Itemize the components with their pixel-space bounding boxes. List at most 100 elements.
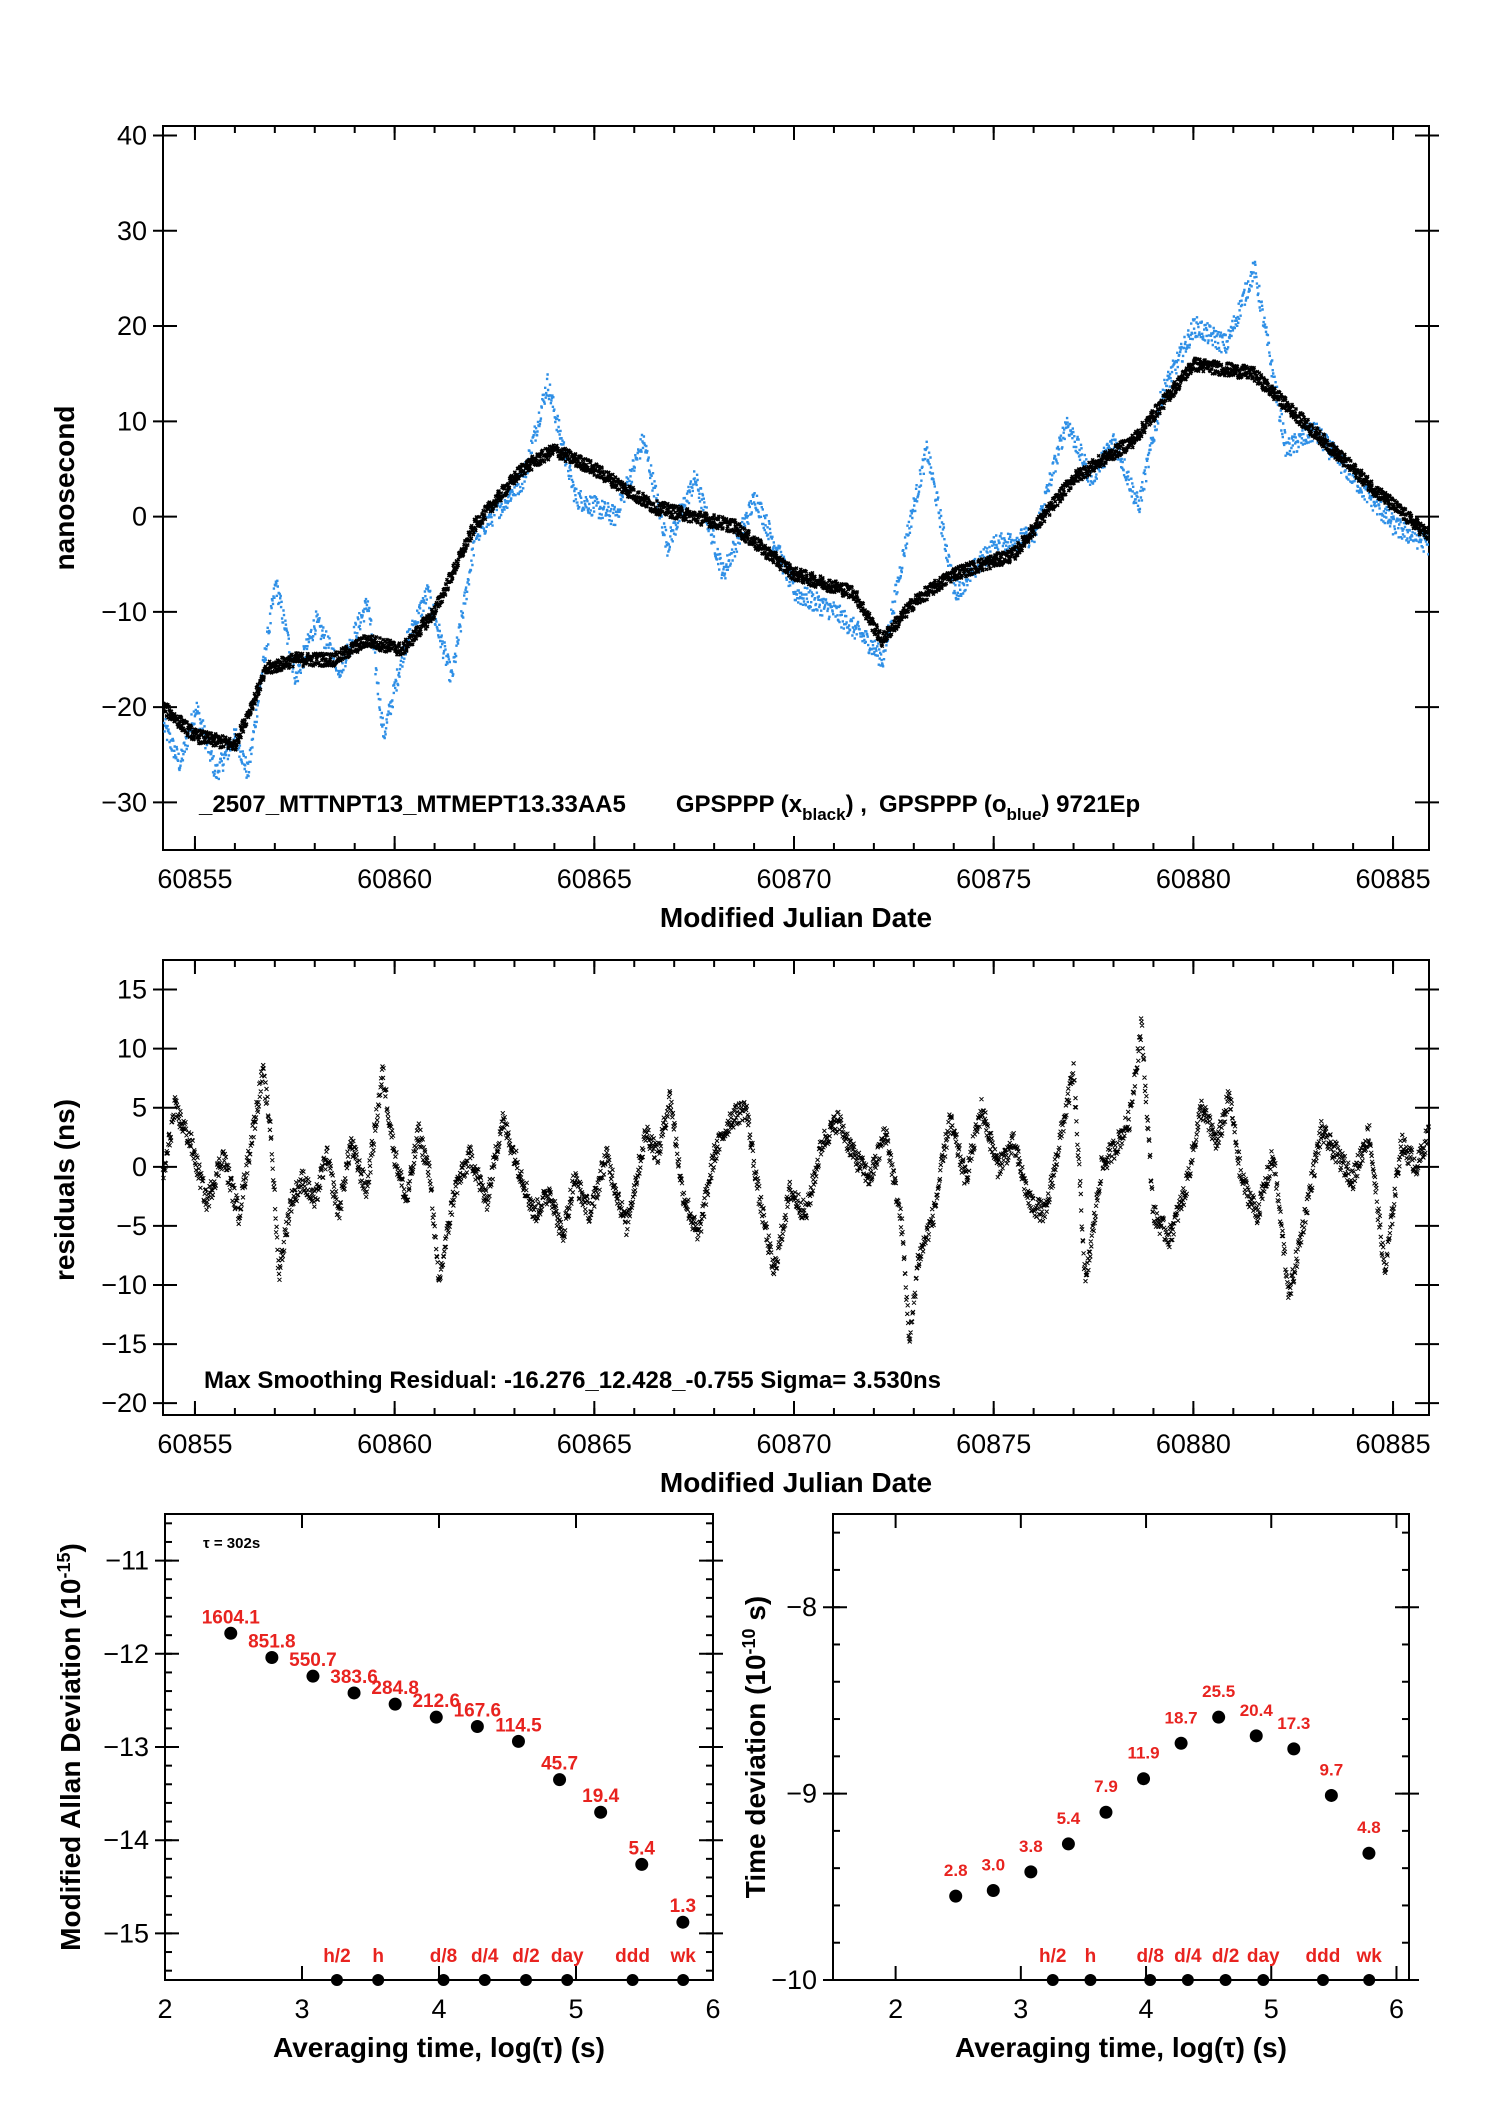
deviation-point-label: 550.7 xyxy=(289,1650,337,1671)
deviation-point-label: 3.0 xyxy=(981,1856,1005,1875)
time-marker-label: day xyxy=(1247,1946,1280,1967)
deviation-point xyxy=(949,1889,963,1903)
x-tick-label: 6 xyxy=(705,1994,720,2024)
deviation-point xyxy=(511,1734,525,1748)
deviation-point-label: 17.3 xyxy=(1277,1714,1310,1733)
black-series xyxy=(163,356,1429,752)
y-tick-label: −10 xyxy=(101,1270,147,1300)
time-series-panel: 60855 60860 60865 60870 60875 60880 60885 −30 −2… xyxy=(49,121,1439,933)
y-tick-label: 10 xyxy=(117,406,147,436)
time-marker-label: d/4 xyxy=(1174,1946,1202,1967)
tdev-ylabel-tail: s) xyxy=(740,1596,771,1629)
deviation-point xyxy=(635,1857,649,1871)
time-series-annotation: _2507_MTTNPT13_MTMEPT13.33AA5 GPSPPP (xbl… xyxy=(198,791,1140,824)
deviation-point xyxy=(1287,1742,1301,1756)
time-series-frame xyxy=(162,125,1430,851)
deviation-point xyxy=(1174,1736,1188,1750)
deviation-point-label: 2.8 xyxy=(944,1861,968,1880)
y-tick-label: 5 xyxy=(132,1093,147,1123)
allan-panel: 1604.1 851.8550.7383.6284.8212.6167.6114.… xyxy=(54,1513,723,2063)
time-marker-dot xyxy=(561,1974,574,1986)
y-tick-label: −15 xyxy=(101,1329,147,1359)
residuals-xlabel: Modified Julian Date xyxy=(660,1467,932,1498)
deviation-point xyxy=(1324,1788,1338,1802)
time-marker-label: wk xyxy=(1356,1946,1383,1967)
y-tick-label: −13 xyxy=(103,1732,149,1762)
tdev-ylabel-base: Time deviation (10 xyxy=(740,1654,771,1898)
deviation-point-label: 851.8 xyxy=(248,1632,296,1653)
x-tick-label: 3 xyxy=(1013,1994,1028,2024)
time-marker-label: wk xyxy=(669,1946,696,1967)
y-tick-label: 0 xyxy=(132,502,147,532)
annotation-series-b: GPSPPP (o xyxy=(879,791,1007,818)
x-tick-label: 60875 xyxy=(956,1429,1031,1459)
time-marker-label: d/8 xyxy=(430,1946,457,1967)
allan-tau-note: τ = 302s xyxy=(203,1535,260,1552)
x-tick-label: 2 xyxy=(157,1994,172,2024)
x-tick-label: 60880 xyxy=(1156,1429,1231,1459)
time-marker-dot xyxy=(1084,1974,1097,1986)
x-tick-label: 60885 xyxy=(1356,864,1431,894)
tdev-ylabel: Time deviation (10-10 s) xyxy=(739,1596,771,1899)
x-tick-label: 60885 xyxy=(1356,1429,1431,1459)
time-marker-dot xyxy=(677,1974,690,1986)
time-marker-label: d/2 xyxy=(512,1946,539,1967)
tdev-ylabel-exp: -10 xyxy=(739,1628,759,1654)
deviation-point xyxy=(553,1773,567,1787)
deviation-point xyxy=(1061,1837,1075,1851)
residuals-panel: 60855 60860 60865 60870 60875 60880 60885 −20 −1… xyxy=(49,959,1439,1498)
deviation-point xyxy=(1099,1805,1113,1819)
deviation-point-label: 25.5 xyxy=(1202,1682,1235,1701)
time-marker-label: ddd xyxy=(615,1946,650,1967)
time-marker-label: day xyxy=(551,1946,584,1967)
blue-series xyxy=(163,260,1429,781)
y-tick-label: 10 xyxy=(117,1034,147,1064)
deviation-point-label: 45.7 xyxy=(541,1754,578,1775)
time-marker-dot xyxy=(1316,1974,1329,1986)
x-tick-label: 60875 xyxy=(956,864,1031,894)
y-tick-label: −12 xyxy=(103,1639,149,1669)
x-tick-label: 6 xyxy=(1389,1994,1404,2024)
deviation-point xyxy=(388,1697,402,1711)
y-tick-label: −20 xyxy=(101,1388,147,1418)
y-tick-label: −8 xyxy=(786,1592,817,1622)
y-tick-label: 30 xyxy=(117,216,147,246)
deviation-point xyxy=(1249,1729,1263,1743)
annotation-series-b-sub: blue xyxy=(1007,805,1042,824)
annotation-series-a: GPSPPP (x xyxy=(676,791,803,818)
time-marker-dot xyxy=(330,1974,343,1986)
time-marker-dot xyxy=(437,1974,450,1986)
x-tick-label: 60860 xyxy=(357,1429,432,1459)
x-tick-label: 60865 xyxy=(557,1429,632,1459)
x-tick-label: 60855 xyxy=(157,864,232,894)
deviation-point-label: 114.5 xyxy=(495,1715,542,1736)
time-marker-label: h/2 xyxy=(1039,1946,1066,1967)
x-tick-label: 5 xyxy=(1264,1994,1279,2024)
time-marker-dot xyxy=(1363,1974,1376,1986)
deviation-point xyxy=(265,1651,279,1665)
x-tick-label: 60870 xyxy=(756,1429,831,1459)
deviation-point-label: 167.6 xyxy=(454,1700,502,1721)
time-marker-dot xyxy=(626,1974,639,1986)
time-marker-label: h/2 xyxy=(323,1946,350,1967)
y-tick-label: −15 xyxy=(103,1918,149,1948)
y-tick-label: 0 xyxy=(132,1152,147,1182)
deviation-point-label: 19.4 xyxy=(582,1786,619,1807)
deviation-point-label: 284.8 xyxy=(371,1678,419,1699)
x-tick-label: 60865 xyxy=(557,864,632,894)
time-marker-label: d/4 xyxy=(471,1946,499,1967)
x-tick-label: 3 xyxy=(294,1994,309,2024)
deviation-point xyxy=(470,1719,484,1733)
x-tick-label: 4 xyxy=(1139,1994,1154,2024)
deviation-point-label: 4.8 xyxy=(1357,1818,1381,1837)
time-marker-dot xyxy=(1181,1974,1194,1986)
y-tick-label: 20 xyxy=(117,311,147,341)
time-series-ylabel: nanosecond xyxy=(49,406,80,571)
allan-frame xyxy=(164,1513,714,1981)
time-marker-dot xyxy=(1046,1974,1059,1986)
deviation-point-label: 3.8 xyxy=(1019,1837,1043,1856)
annotation-sep: ) , xyxy=(846,791,867,818)
annotation-tail: ) 9721Ep xyxy=(1041,791,1140,818)
deviation-point xyxy=(306,1669,320,1683)
y-tick-label: −10 xyxy=(771,1965,817,1995)
